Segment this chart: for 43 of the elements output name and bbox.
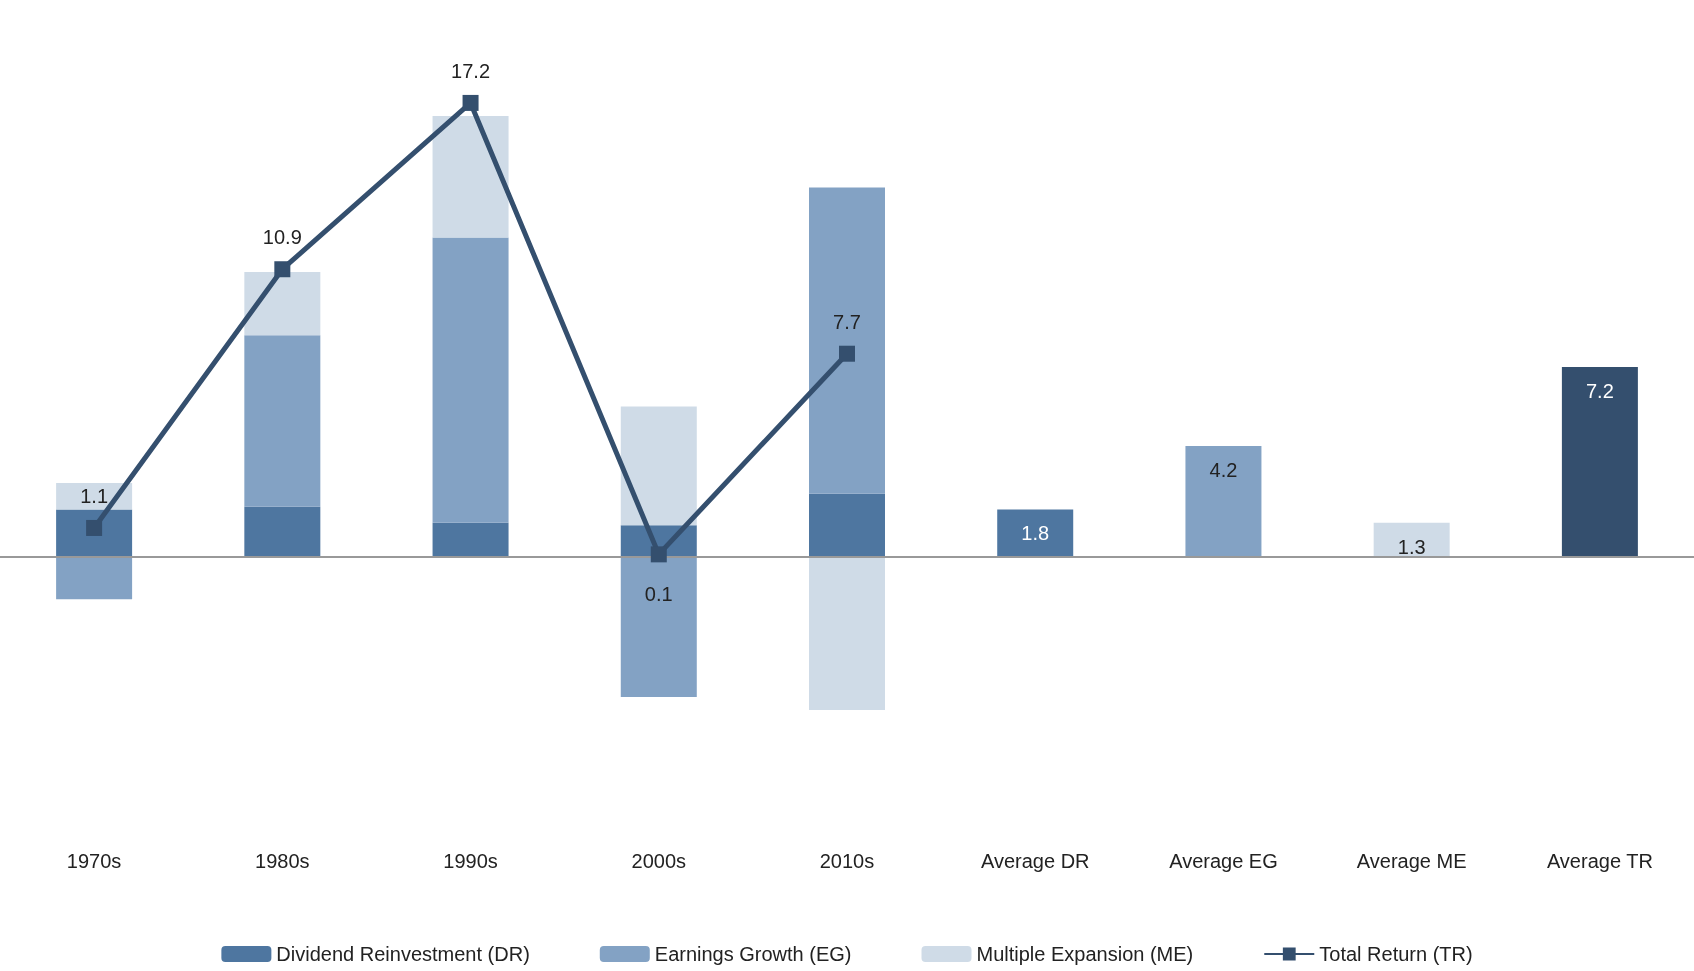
x-tick-label: 2010s [819, 850, 875, 872]
data-label: 17.2 [451, 59, 491, 82]
data-label: 1.3 [1397, 535, 1426, 558]
data-label: 7.2 [1585, 379, 1614, 402]
bar [244, 271, 321, 336]
point [839, 345, 855, 362]
point [462, 94, 479, 111]
bar [620, 406, 697, 526]
x-tick-label: 1990s [443, 850, 498, 872]
point [650, 546, 667, 563]
bar [809, 493, 885, 557]
bar [432, 237, 509, 523]
bar [1561, 366, 1638, 557]
bar [809, 557, 885, 711]
data-label: 1.8 [1021, 522, 1050, 545]
x-tick-label: 2000s [631, 850, 687, 872]
data-label: 4.2 [1209, 459, 1238, 482]
bar [244, 335, 321, 507]
legend-label: Dividend Reinvestment (DR) [276, 943, 530, 965]
bar [997, 509, 1074, 557]
bar [809, 187, 885, 494]
x-tick-label: 1970s [66, 850, 122, 872]
x-tick-label: Average DR [980, 850, 1090, 872]
data-label: 7.7 [833, 310, 861, 333]
bar [244, 506, 321, 557]
bar [432, 116, 509, 238]
data-label: 1.1 [80, 484, 109, 507]
x-tick-label: 1980s [255, 850, 310, 872]
legend-label: Total Return (TR) [1319, 943, 1473, 965]
data-label: 10.9 [262, 226, 302, 249]
bar [620, 557, 697, 697]
point [274, 261, 291, 278]
bar [1185, 446, 1262, 557]
data-label: 0.1 [644, 583, 673, 606]
x-tick-label: Average TR [1546, 850, 1653, 872]
point [86, 519, 103, 536]
bar [1373, 522, 1450, 557]
x-tick-label: Average EG [1169, 850, 1278, 872]
legend-label: Multiple Expansion (ME) [976, 943, 1194, 965]
bar [56, 557, 133, 600]
legend-label: Earnings Growth (EG) [654, 943, 852, 965]
x-tick-label: Average ME [1356, 850, 1467, 872]
bar [432, 522, 509, 557]
